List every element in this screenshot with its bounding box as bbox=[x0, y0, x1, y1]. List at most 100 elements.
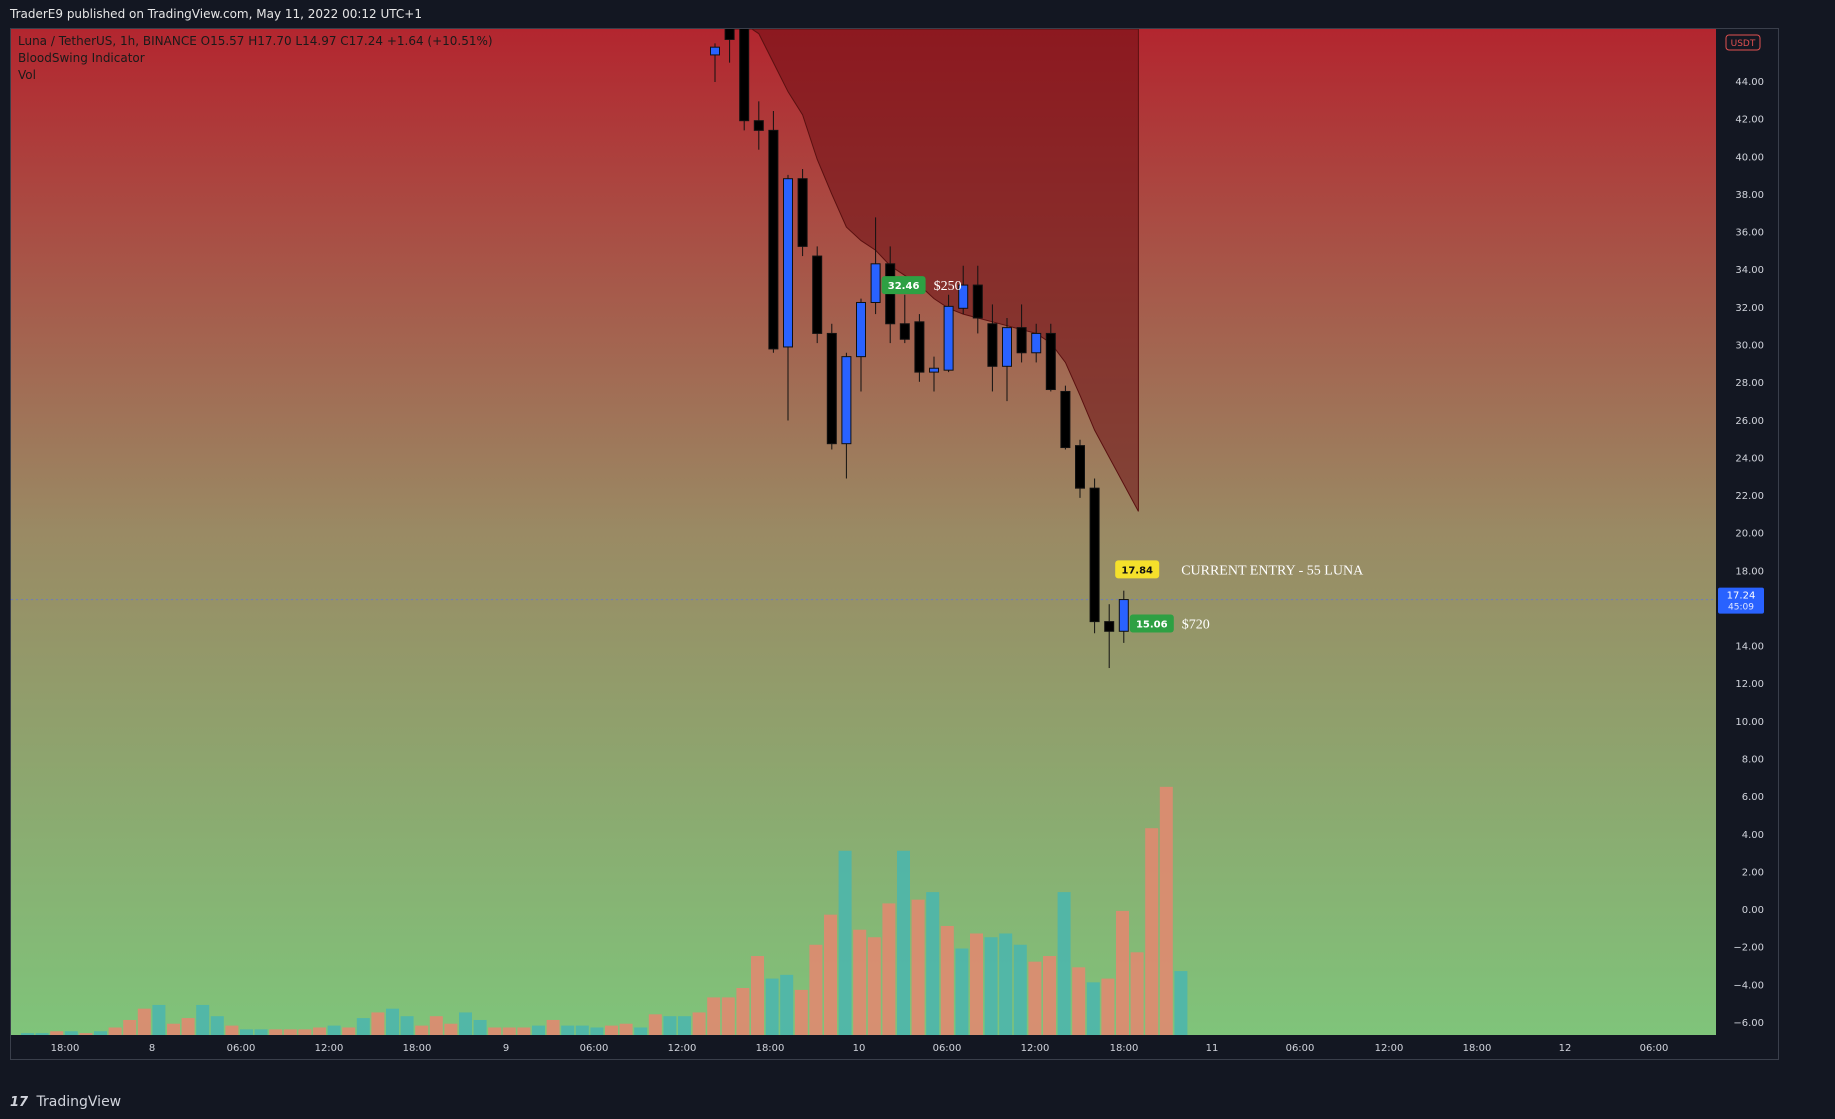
volume-bar bbox=[181, 1018, 195, 1035]
volume-bar bbox=[736, 988, 750, 1035]
x-tick-label: 06:00 bbox=[933, 1043, 962, 1054]
volume-bar bbox=[1159, 786, 1173, 1035]
volume-bar bbox=[590, 1027, 604, 1035]
candle-body[interactable] bbox=[856, 301, 866, 358]
y-tick-label: 6.00 bbox=[1742, 792, 1764, 803]
candle-body[interactable] bbox=[1060, 390, 1071, 449]
volume-bar bbox=[386, 1008, 399, 1035]
last-price-tag bbox=[1718, 587, 1764, 614]
y-tick-label: 32.00 bbox=[1735, 303, 1764, 314]
candle-body[interactable] bbox=[899, 323, 910, 340]
volume-bar bbox=[1043, 956, 1056, 1035]
volume-bar bbox=[137, 1008, 151, 1035]
candle-body[interactable] bbox=[987, 323, 998, 367]
candle-body[interactable] bbox=[870, 263, 881, 303]
price-chart[interactable]: 44.00 42.00 40.00 38.00 36.00 34.00 32.00 30.00… bbox=[11, 29, 1778, 1059]
volume-bar bbox=[167, 1023, 180, 1035]
volume-bar bbox=[926, 892, 940, 1035]
tradingview-logo-icon: 17 bbox=[10, 1095, 29, 1110]
y-tick-label: −2.00 bbox=[1733, 943, 1764, 954]
y-tick-label: 14.00 bbox=[1735, 642, 1764, 653]
volume-bar bbox=[21, 1033, 34, 1035]
volume-bar bbox=[254, 1029, 268, 1035]
volume-bar bbox=[196, 1004, 210, 1035]
volume-bar bbox=[35, 1033, 49, 1035]
volume-bar bbox=[123, 1019, 137, 1035]
candle-body[interactable] bbox=[1045, 332, 1056, 391]
price-axis[interactable] bbox=[1716, 29, 1778, 1059]
volume-bar bbox=[502, 1027, 516, 1035]
annotation-tag[interactable] bbox=[881, 276, 926, 295]
symbol-info[interactable]: Luna / TetherUS, 1h, BINANCE O15.57 H17.… bbox=[18, 34, 493, 48]
candle-body[interactable] bbox=[1002, 327, 1012, 367]
currency-badge[interactable] bbox=[1725, 34, 1761, 51]
volume-bar bbox=[473, 1019, 487, 1035]
volume-bar bbox=[984, 937, 998, 1035]
time-axis[interactable] bbox=[11, 1035, 1716, 1059]
candle-body[interactable] bbox=[1016, 327, 1027, 354]
volume-bar bbox=[1086, 982, 1100, 1035]
candle-body[interactable] bbox=[914, 321, 925, 373]
candle-body[interactable] bbox=[753, 120, 764, 131]
annotation-tag[interactable] bbox=[1115, 560, 1160, 579]
volume-bar bbox=[94, 1031, 107, 1035]
chart-area[interactable]: 44.00 42.00 40.00 38.00 36.00 34.00 32.00 30.00… bbox=[10, 28, 1779, 1060]
volume-bar bbox=[561, 1025, 575, 1035]
volume-bar bbox=[1101, 978, 1115, 1035]
x-tick-label: 06:00 bbox=[580, 1043, 609, 1054]
candle-body[interactable] bbox=[710, 46, 720, 56]
x-tick-label: 9 bbox=[503, 1043, 509, 1054]
annotation-price: 15.06 bbox=[1136, 620, 1168, 631]
volume-bar bbox=[400, 1016, 414, 1035]
volume-bar bbox=[415, 1025, 429, 1035]
candle-body[interactable] bbox=[972, 284, 983, 319]
annotation-tag[interactable] bbox=[1129, 614, 1174, 633]
candle-body[interactable] bbox=[1031, 332, 1042, 354]
x-tick-label: 18:00 bbox=[756, 1043, 785, 1054]
volume-bar bbox=[269, 1029, 283, 1035]
footer: 17 TradingView bbox=[0, 1090, 1835, 1119]
tradingview-brand[interactable]: 17 TradingView bbox=[10, 1094, 121, 1110]
candle-body[interactable] bbox=[783, 178, 793, 348]
volume-bar bbox=[210, 1016, 224, 1035]
candle-body[interactable] bbox=[841, 356, 852, 445]
volume-bar bbox=[1174, 971, 1188, 1035]
volume-bar bbox=[824, 914, 837, 1035]
candle-body[interactable] bbox=[929, 367, 939, 373]
y-tick-label: 18.00 bbox=[1735, 566, 1764, 577]
volume-bar bbox=[648, 1014, 662, 1035]
publish-info: TraderE9 published on TradingView.com, M… bbox=[10, 7, 422, 21]
candle-body[interactable] bbox=[739, 29, 750, 122]
volume-bar bbox=[1028, 961, 1042, 1035]
y-tick-label: 10.00 bbox=[1735, 717, 1764, 728]
volume-bar bbox=[867, 937, 881, 1035]
candle-body[interactable] bbox=[1075, 445, 1085, 489]
y-tick-label: 36.00 bbox=[1735, 228, 1764, 239]
last-price-value: 17.24 bbox=[1727, 591, 1756, 602]
volume-bar bbox=[298, 1029, 312, 1035]
candle-body[interactable] bbox=[943, 305, 954, 371]
volume-label[interactable]: Vol bbox=[18, 68, 36, 82]
volume-bar bbox=[838, 850, 852, 1035]
volume-bar bbox=[970, 933, 983, 1035]
volume-bar bbox=[897, 850, 910, 1035]
y-tick-label: 26.00 bbox=[1735, 416, 1764, 427]
indicator-name[interactable]: BloodSwing Indicator bbox=[18, 51, 145, 65]
candle-body[interactable] bbox=[826, 332, 837, 445]
volume-bar bbox=[342, 1027, 356, 1035]
candle-body[interactable] bbox=[1104, 621, 1115, 632]
candle-body[interactable] bbox=[812, 255, 823, 334]
candle-body[interactable] bbox=[1089, 487, 1100, 623]
volume-bar bbox=[327, 1025, 341, 1035]
x-tick-label: 18:00 bbox=[403, 1043, 432, 1054]
volume-bar bbox=[780, 974, 794, 1035]
volume-bar bbox=[678, 1016, 691, 1035]
candle-body[interactable] bbox=[1118, 599, 1129, 632]
volume-bar bbox=[429, 1016, 443, 1035]
volume-bar bbox=[1057, 892, 1071, 1035]
candle-body[interactable] bbox=[797, 178, 808, 247]
candle-body[interactable] bbox=[724, 29, 735, 40]
candle-body[interactable] bbox=[958, 284, 969, 309]
candle-body[interactable] bbox=[768, 129, 779, 350]
volume-bar bbox=[809, 944, 823, 1035]
